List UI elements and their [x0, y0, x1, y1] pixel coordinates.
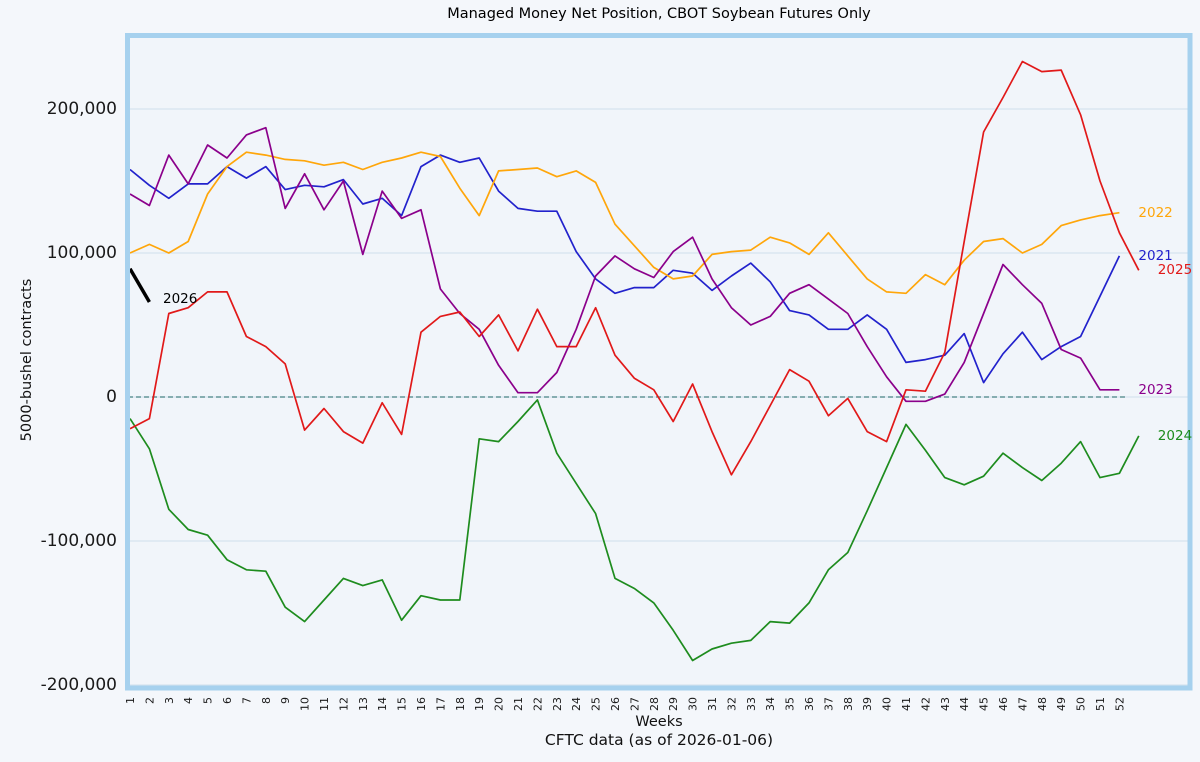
x-tick-label: 42	[919, 697, 932, 711]
x-tick-label: 35	[784, 697, 797, 711]
x-tick-label: 15	[396, 697, 409, 711]
x-tick-label: 51	[1094, 697, 1107, 711]
y-axis-label: 5000-bushel contracts	[19, 278, 35, 442]
x-tick-label: 43	[939, 697, 952, 711]
x-tick-label: 3	[163, 697, 176, 704]
x-tick-label: 19	[473, 697, 486, 711]
y-tick-label: -100,000	[40, 531, 117, 551]
series-label-2024: 2024	[1157, 427, 1193, 444]
x-tick-label: 1	[124, 697, 137, 704]
x-tick-label: 27	[628, 697, 641, 711]
x-tick-label: 22	[531, 697, 544, 711]
annotation-2026: 2026	[163, 291, 198, 307]
x-tick-label: 46	[997, 697, 1010, 711]
x-tick-label: 26	[609, 697, 622, 711]
source-caption: CFTC data (as of 2026-01-06)	[544, 731, 774, 749]
series-line-2025	[129, 60, 1140, 476]
series-label-2025: 2025	[1157, 262, 1193, 279]
x-tick-label: 11	[318, 697, 331, 711]
series-label-2022: 2022	[1138, 204, 1173, 221]
x-tick-label: 40	[881, 697, 894, 711]
x-tick-label: 24	[570, 697, 583, 711]
x-tick-label: 38	[842, 697, 855, 711]
series-line-2024	[129, 399, 1140, 662]
series-label-2021: 2021	[1138, 247, 1173, 264]
chart-title: Managed Money Net Position, CBOT Soybean…	[447, 6, 871, 22]
x-tick-label: 36	[803, 697, 816, 711]
x-tick-label: 10	[299, 697, 312, 711]
x-tick-label: 33	[745, 697, 758, 711]
x-tick-label: 23	[551, 697, 564, 711]
x-tick-label: 7	[240, 697, 253, 704]
x-tick-label: 13	[357, 697, 370, 711]
x-tick-label: 25	[590, 697, 603, 711]
plot-background	[125, 33, 1193, 691]
x-tick-label: 4	[182, 697, 195, 704]
x-tick-label: 31	[706, 697, 719, 711]
x-tick-label: 8	[260, 697, 273, 704]
x-tick-label: 6	[221, 697, 234, 704]
x-tick-label: 9	[279, 697, 292, 704]
x-tick-label: 20	[493, 697, 506, 711]
x-tick-label: 44	[958, 697, 971, 711]
x-tick-label: 14	[376, 697, 389, 711]
x-tick-label: 30	[687, 697, 700, 711]
x-tick-label: 49	[1055, 697, 1068, 711]
x-axis-label: Weeks	[635, 714, 683, 730]
x-tick-label: 48	[1036, 697, 1049, 711]
y-tick-label: 200,000	[46, 99, 117, 119]
series-line-2022	[129, 151, 1120, 295]
x-tick-label: 50	[1075, 697, 1088, 711]
x-tick-label: 29	[667, 697, 680, 711]
x-tick-label: 47	[1016, 697, 1029, 711]
series-label-2023: 2023	[1138, 381, 1173, 398]
x-tick-label: 21	[512, 697, 525, 711]
x-tick-label: 17	[434, 697, 447, 711]
plot-border	[125, 33, 1193, 691]
x-tick-label: 32	[725, 697, 738, 711]
x-tick-label: 5	[202, 697, 215, 704]
x-tick-label: 45	[978, 697, 991, 711]
y-tick-label: -200,000	[40, 675, 117, 695]
x-tick-label: 12	[337, 697, 350, 711]
y-tick-label: 100,000	[46, 243, 117, 263]
x-tick-label: 2	[143, 697, 156, 704]
series-line-2026	[128, 267, 151, 303]
x-tick-label: 52	[1113, 697, 1126, 711]
series-line-2021	[129, 154, 1121, 384]
x-tick-label: 37	[822, 697, 835, 711]
x-tick-label: 41	[900, 697, 913, 711]
series-line-2023	[129, 126, 1120, 403]
x-tick-label: 16	[415, 697, 428, 711]
y-tick-label: 0	[106, 387, 117, 407]
x-tick-label: 28	[648, 697, 661, 711]
x-tick-label: 18	[454, 697, 467, 711]
x-tick-label: 34	[764, 697, 777, 711]
x-tick-label: 39	[861, 697, 874, 711]
